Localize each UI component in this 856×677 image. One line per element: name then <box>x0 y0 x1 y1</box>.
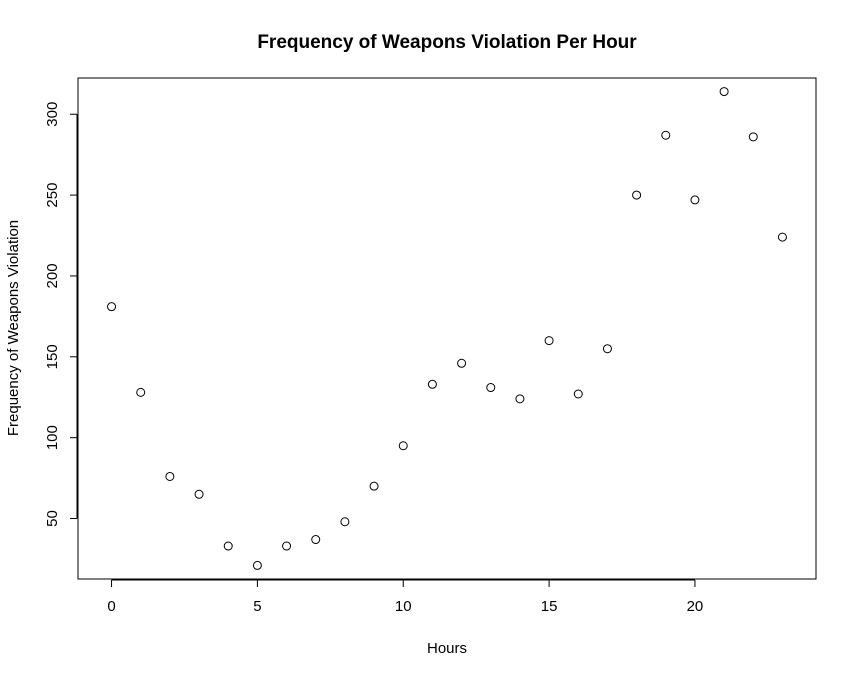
data-point <box>136 387 146 397</box>
x-tick-label: 0 <box>107 598 115 615</box>
data-point <box>252 560 262 570</box>
y-tick-label: 250 <box>44 183 61 208</box>
y-axis: 50 100 150 200 250 300 <box>44 102 78 527</box>
y-axis-label: Frequency of Weapons Violation <box>5 220 22 436</box>
data-point <box>544 336 554 346</box>
data-point <box>282 541 292 551</box>
plot-frame <box>77 77 817 580</box>
data-point <box>340 517 350 527</box>
x-tick-label: 15 <box>541 598 558 615</box>
y-tick-label: 150 <box>44 344 61 369</box>
data-point <box>632 190 642 200</box>
data-point <box>661 130 671 140</box>
data-point <box>165 471 175 481</box>
data-point <box>602 344 612 354</box>
x-axis-label: Hours <box>427 640 467 657</box>
data-point <box>573 389 583 399</box>
y-tick-label: 100 <box>44 425 61 450</box>
data-point <box>194 489 204 499</box>
data-point <box>369 481 379 491</box>
data-points <box>107 87 787 570</box>
data-point <box>457 358 467 368</box>
data-point <box>515 394 525 404</box>
x-axis: 0 5 10 15 20 <box>107 579 704 615</box>
y-tick-label: 300 <box>44 102 61 127</box>
y-tick-label: 200 <box>44 263 61 288</box>
data-point <box>223 541 233 551</box>
y-tick-label: 50 <box>44 510 61 527</box>
data-point <box>427 379 437 389</box>
data-point <box>719 87 729 97</box>
data-point <box>777 232 787 242</box>
x-tick-label: 5 <box>253 598 261 615</box>
data-point <box>311 535 321 545</box>
x-tick-label: 20 <box>687 598 704 615</box>
data-point <box>486 383 496 393</box>
chart-title: Frequency of Weapons Violation Per Hour <box>257 32 637 53</box>
data-point <box>398 441 408 451</box>
data-point <box>748 132 758 142</box>
x-tick-label: 10 <box>395 598 412 615</box>
data-point <box>690 195 700 205</box>
data-point <box>107 302 117 312</box>
